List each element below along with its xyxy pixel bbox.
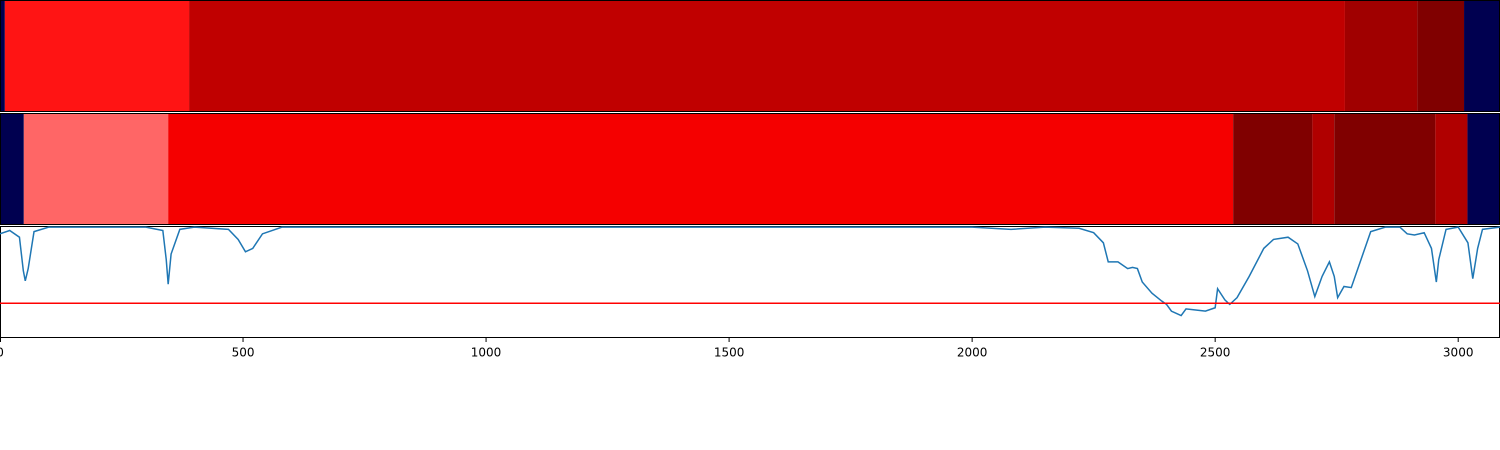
segment: [0, 0, 5, 112]
segment: [1233, 113, 1313, 225]
x-tick-label: 2000: [957, 346, 988, 360]
segment: [1417, 0, 1465, 112]
x-tick-label: 500: [232, 346, 255, 360]
segment: [189, 0, 1345, 112]
segment: [0, 113, 24, 225]
x-tick-label: 1000: [471, 346, 502, 360]
segment: [1334, 113, 1436, 225]
segment: [1464, 0, 1500, 112]
data-line: [0, 226, 1500, 317]
panel-frame: [0, 226, 1500, 338]
segment: [4, 0, 190, 112]
segment: [1344, 0, 1418, 112]
x-tick-label: 2500: [1200, 346, 1231, 360]
segment: [23, 113, 169, 225]
segment: [168, 113, 1234, 225]
x-tick-label: 1500: [714, 346, 745, 360]
segment: [1467, 113, 1500, 225]
x-tick-label: 3000: [1443, 346, 1474, 360]
x-tick-label: 0: [0, 346, 4, 360]
segment: [1435, 113, 1468, 225]
segment: [1312, 113, 1335, 225]
